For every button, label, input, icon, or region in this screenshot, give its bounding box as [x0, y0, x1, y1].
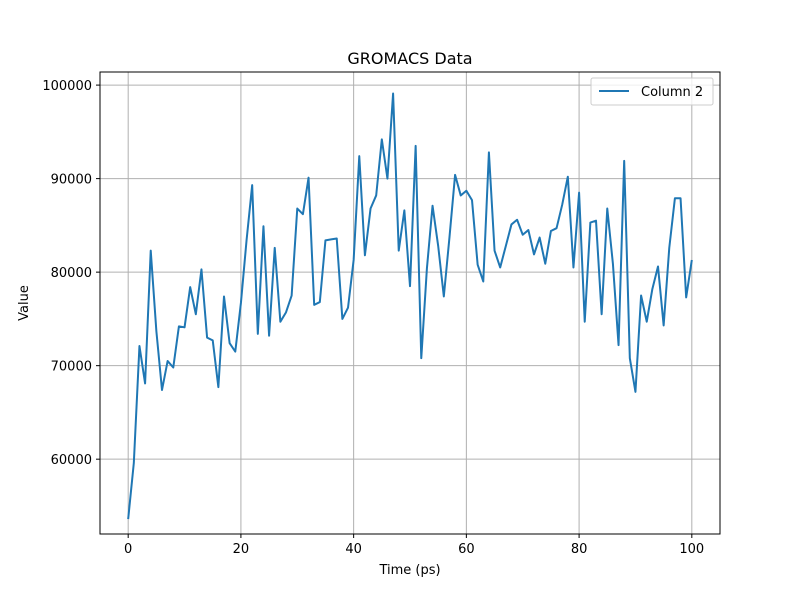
x-tick-label: 0: [124, 542, 132, 557]
y-tick-label: 60000: [51, 453, 92, 468]
x-axis-title: Time (ps): [378, 563, 440, 578]
y-tick-label: 100000: [42, 79, 92, 94]
x-tick-label: 60: [458, 542, 475, 557]
y-tick-label: 80000: [51, 266, 92, 281]
y-tick-label: 70000: [51, 360, 92, 375]
legend: Column 2: [590, 77, 714, 106]
legend-box: [590, 77, 714, 106]
y-axis-title: Value: [17, 285, 32, 321]
plot-area-frame: [99, 71, 721, 535]
chart-title: GROMACS Data: [347, 49, 472, 68]
series-layer: [127, 92, 693, 520]
x-tick-label: 40: [345, 542, 362, 557]
x-tick-label: 20: [233, 542, 250, 557]
x-axis: 0 20 40 60 80 100: [124, 534, 704, 557]
y-axis: 60000 70000 80000 90000 100000: [42, 79, 100, 468]
legend-label: Column 2: [641, 85, 703, 100]
series-line: [127, 92, 693, 520]
x-tick-label: 100: [679, 542, 704, 557]
y-tick-label: 90000: [51, 173, 92, 188]
x-tick-label: 80: [571, 542, 588, 557]
